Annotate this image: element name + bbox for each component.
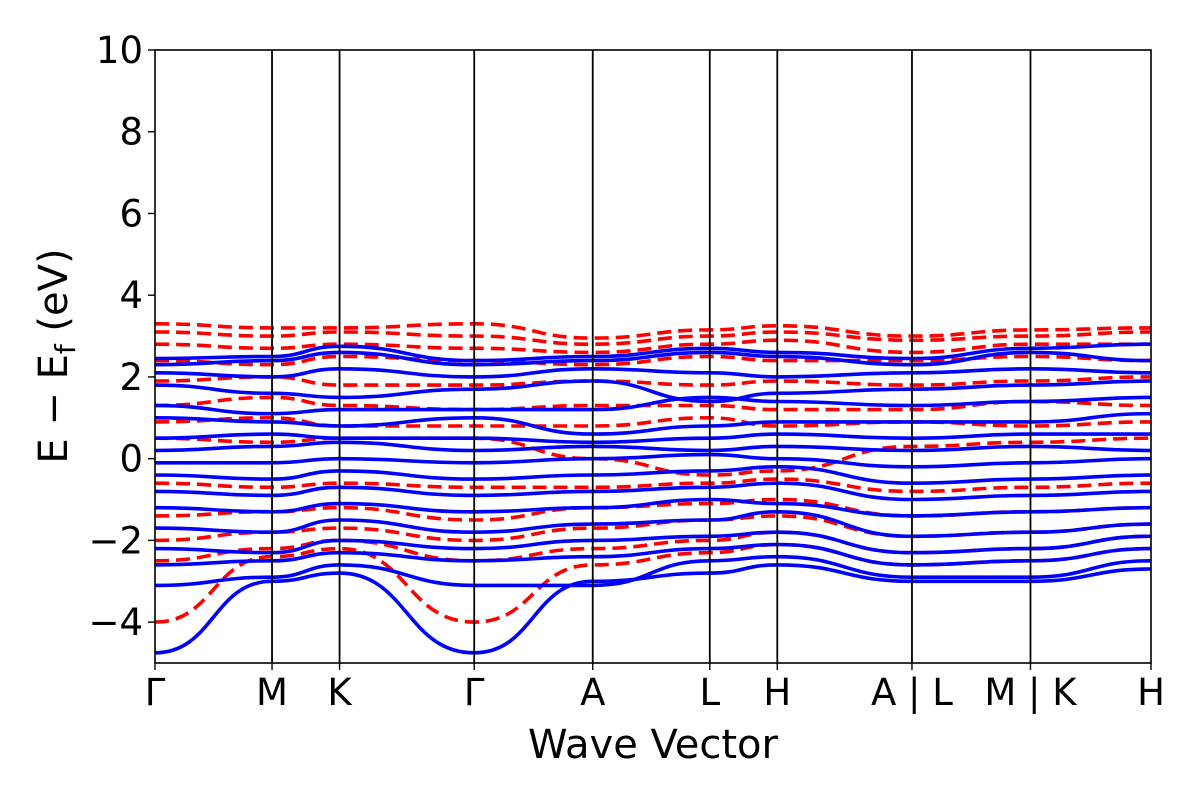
y-axis-ticks: −4 −2 0 2 4 6 8 10 xyxy=(88,29,155,644)
plot-frame xyxy=(154,49,1152,664)
spin-up-band-14 xyxy=(155,367,1151,379)
high-symmetry-lines xyxy=(271,50,1032,663)
x-tick-label-9: H xyxy=(1137,671,1165,714)
spin-up-band-13 xyxy=(155,379,1151,404)
x-tick-label-2: K xyxy=(327,671,353,714)
spin-down-band-4 xyxy=(155,477,1151,494)
y-tick-label-7: 10 xyxy=(96,29,143,72)
spin-down-band-12 xyxy=(155,322,1151,340)
spin-down-band-0 xyxy=(155,542,1151,624)
spin-up-band-1 xyxy=(155,554,1151,588)
spin-down-band-5 xyxy=(155,436,1151,477)
spin-up-band-4 xyxy=(155,510,1151,539)
y-tick-label-1: −2 xyxy=(88,519,143,562)
y-tick-label-2: 0 xyxy=(119,438,143,481)
x-tick-label-7: A | L xyxy=(871,671,953,714)
spin-up-band-0 xyxy=(155,563,1151,655)
spin-up-band-3 xyxy=(155,530,1151,555)
spin-down-band-10 xyxy=(155,338,1151,355)
y-axis-title-main: E − E xyxy=(31,354,77,464)
x-tick-label-4: A xyxy=(580,671,605,714)
spin-up-band-9 xyxy=(155,440,1151,453)
bands-layer xyxy=(155,322,1151,655)
x-tick-label-1: M xyxy=(256,671,288,714)
spin-up-band-8 xyxy=(155,452,1151,469)
y-axis-title-unit: (eV) xyxy=(31,248,77,344)
spin-up-band-11 xyxy=(155,411,1151,436)
spin-down-band-6 xyxy=(155,416,1151,428)
x-axis-title: Wave Vector xyxy=(528,722,779,768)
x-tick-label-5: L xyxy=(699,671,720,714)
y-axis-title-subscript: f xyxy=(49,343,82,354)
y-tick-label-5: 6 xyxy=(119,192,143,235)
y-tick-label-4: 4 xyxy=(119,274,143,317)
x-tick-label-0: Γ xyxy=(145,671,166,714)
y-tick-label-6: 8 xyxy=(119,111,143,154)
spin-up-band-10 xyxy=(155,432,1151,445)
y-tick-label-0: −4 xyxy=(88,601,143,644)
y-tick-label-3: 2 xyxy=(119,356,143,399)
spin-down-band-11 xyxy=(155,330,1151,346)
spin-up-band-12 xyxy=(155,395,1151,416)
spin-up-band-5 xyxy=(155,497,1151,518)
spin-up-band-16 xyxy=(155,342,1151,363)
y-axis-title: E − Ef (eV) xyxy=(31,248,82,463)
spin-up-band-2 xyxy=(155,542,1151,567)
spin-up-bands xyxy=(155,342,1151,655)
x-tick-label-6: H xyxy=(763,671,791,714)
spin-up-band-15 xyxy=(155,350,1151,367)
x-tick-label-3: Γ xyxy=(464,671,485,714)
spin-up-band-7 xyxy=(155,465,1151,485)
spin-up-band-6 xyxy=(155,481,1151,502)
spin-down-band-8 xyxy=(155,375,1151,387)
x-tick-label-8: M | K xyxy=(984,671,1078,714)
